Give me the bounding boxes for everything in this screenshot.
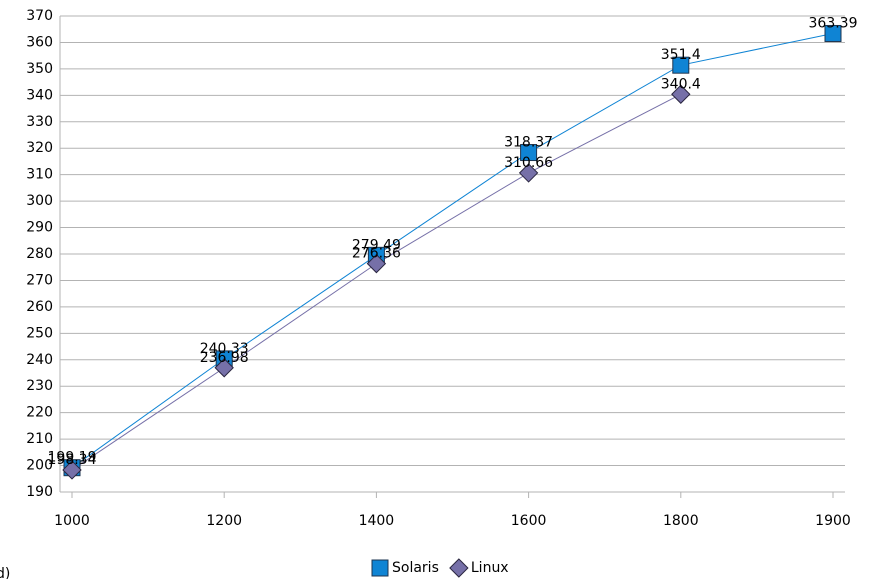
y-tick-label: 210 — [26, 431, 53, 447]
y-tick-label: 220 — [26, 405, 53, 421]
y-tick-label: 290 — [26, 220, 53, 236]
y-tick-label: 230 — [26, 378, 53, 394]
y-tick-label: 360 — [26, 34, 53, 50]
data-label: 199.19 — [48, 450, 97, 466]
marker — [449, 558, 469, 578]
y-tick-label: 250 — [26, 325, 53, 341]
marker — [520, 144, 538, 162]
x-tick-label: 1200 — [206, 513, 242, 529]
x-tick-label: 1900 — [815, 513, 851, 529]
x-tick-label: 1800 — [663, 513, 699, 529]
data-label: 240.33 — [200, 341, 249, 357]
data-label: 198.34 — [48, 452, 97, 468]
y-tick-label: 350 — [26, 61, 53, 77]
data-label: 363.39 — [809, 15, 858, 31]
marker — [62, 460, 82, 480]
marker — [214, 358, 234, 378]
y-tick-label: 240 — [26, 352, 53, 368]
legend-label: Linux — [471, 560, 509, 576]
data-label: 310.66 — [504, 155, 553, 171]
x-tick-label: 1000 — [54, 513, 90, 529]
data-label: 236.98 — [200, 350, 249, 366]
y-tick-label: 300 — [26, 193, 53, 209]
data-label: 279.49 — [352, 237, 401, 253]
y-tick-label: 320 — [26, 140, 53, 156]
marker — [672, 56, 690, 74]
y-tick-label: 260 — [26, 299, 53, 315]
legend-label: Solaris — [392, 560, 439, 576]
y-tick-label: 310 — [26, 167, 53, 183]
y-tick-label: 370 — [26, 8, 53, 24]
marker — [671, 84, 691, 104]
y-tick-label: 200 — [26, 458, 53, 474]
data-label: 318.37 — [504, 135, 553, 151]
marker — [371, 559, 389, 577]
series-line — [71, 93, 682, 471]
x-tick-label: 1400 — [359, 513, 395, 529]
data-label: 351.4 — [661, 47, 701, 63]
data-label: 276.36 — [352, 246, 401, 262]
y-tick-label: 190 — [26, 484, 53, 500]
series-line — [71, 32, 834, 469]
y-tick-label: 330 — [26, 114, 53, 130]
marker — [518, 163, 539, 183]
annotation: d) — [0, 566, 10, 579]
marker — [824, 24, 842, 42]
marker — [366, 253, 387, 274]
y-tick-label: 270 — [26, 272, 53, 288]
x-tick-label: 1600 — [511, 513, 547, 529]
y-tick-label: 280 — [26, 246, 53, 262]
y-tick-label: 340 — [26, 87, 53, 103]
data-label: 340.4 — [661, 76, 701, 92]
